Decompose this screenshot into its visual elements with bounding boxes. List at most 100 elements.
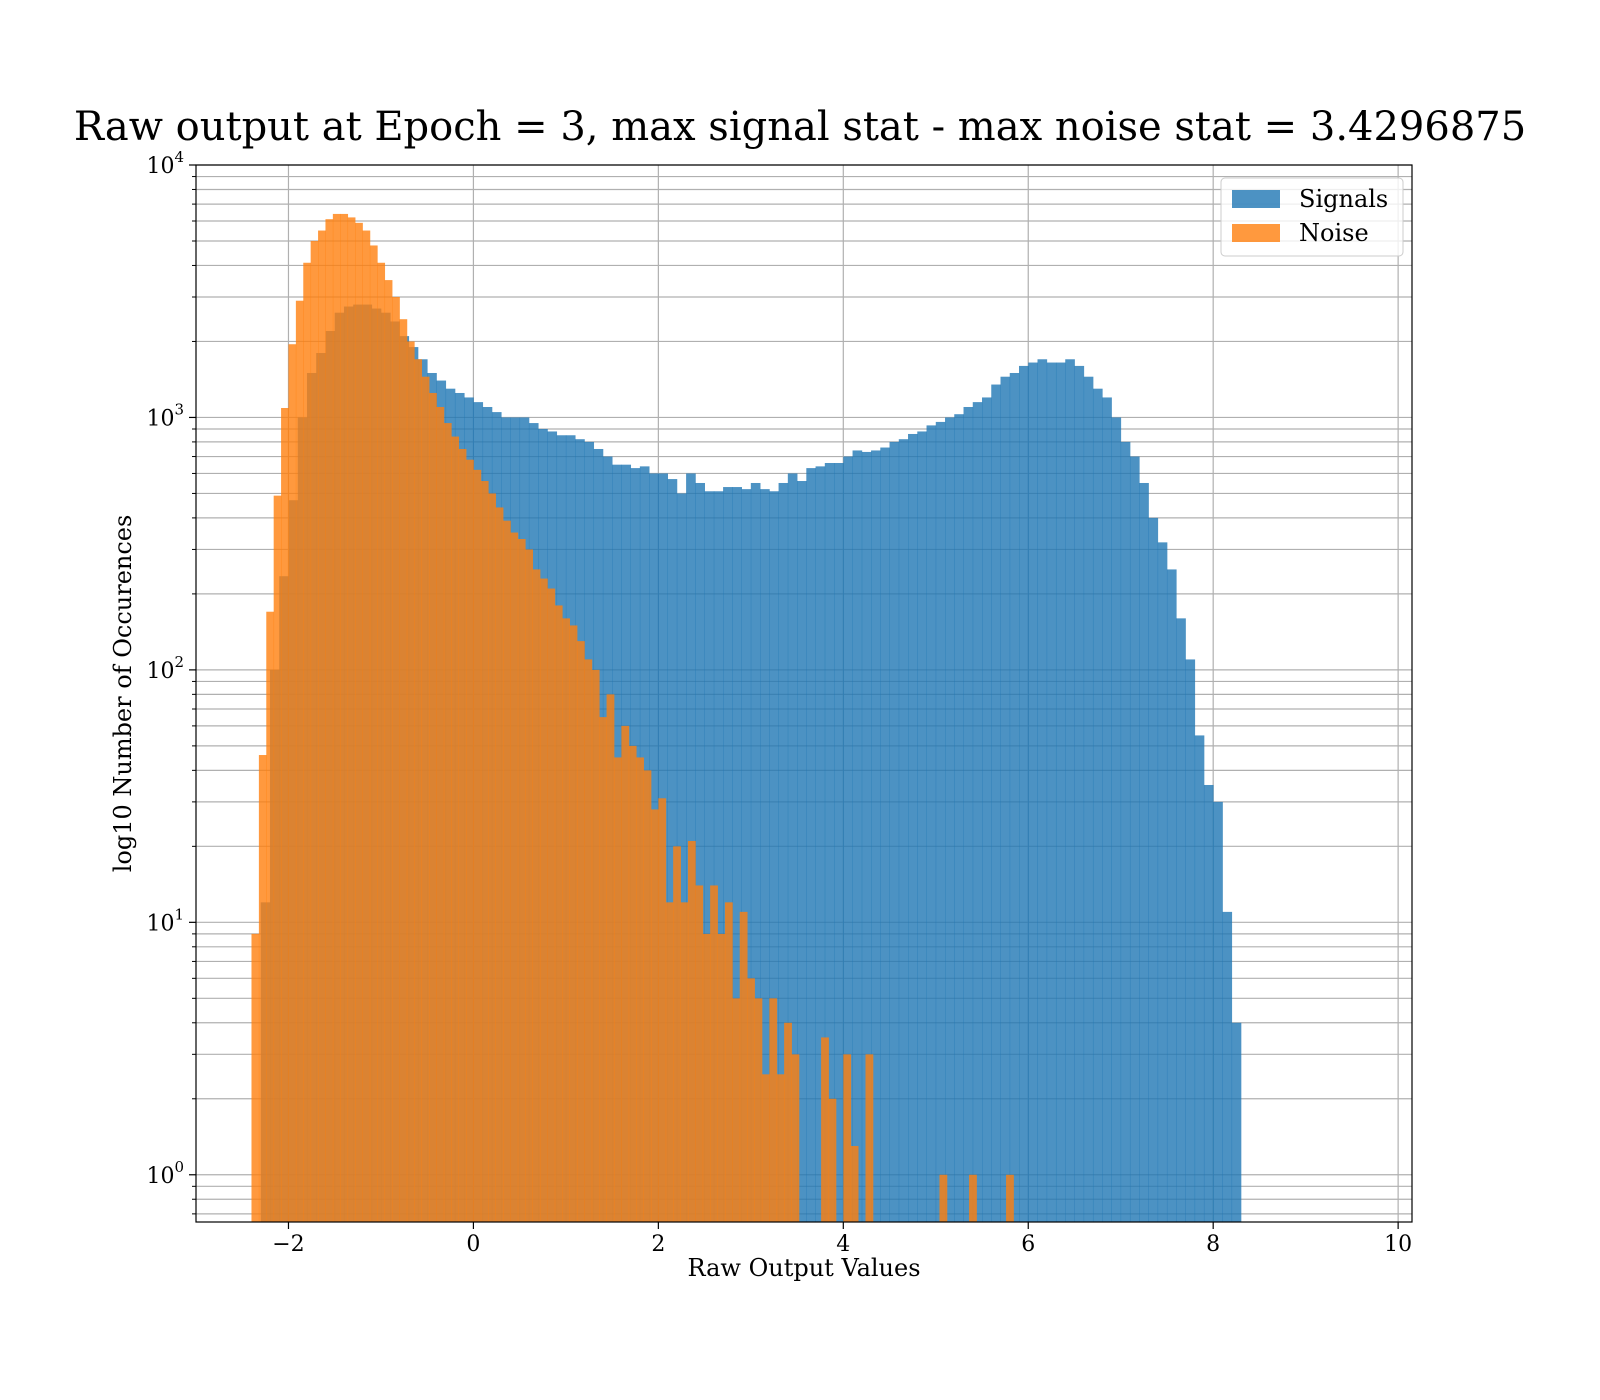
signals-bar: [732, 487, 742, 1222]
noise-bar: [554, 605, 563, 1222]
plot-area: [195, 164, 1413, 1223]
signals-bar: [741, 489, 752, 1222]
noise-bar: [369, 245, 378, 1222]
noise-bar: [739, 911, 748, 1222]
noise-bar: [503, 520, 511, 1222]
signals-bar: [824, 462, 835, 1222]
x-tick-label: 8: [1206, 1232, 1220, 1257]
noise-bar: [584, 659, 593, 1222]
noise-bar: [399, 319, 408, 1222]
noise-bar: [599, 717, 607, 1222]
noise-bar: [821, 1037, 829, 1222]
signals-bar: [954, 414, 964, 1223]
signals-bar: [1120, 441, 1131, 1222]
noise-bar: [769, 998, 778, 1222]
legend: Signals Noise: [1220, 177, 1404, 257]
y-tick-label: 104: [146, 148, 184, 179]
noise-bar: [347, 217, 356, 1222]
signals-bar: [1185, 659, 1196, 1222]
signals-bar: [1009, 372, 1020, 1222]
signals-bar: [778, 482, 789, 1222]
noise-bar: [480, 481, 489, 1222]
signals-bar: [1102, 397, 1112, 1222]
signals-bar: [991, 384, 1001, 1222]
noise-bar: [473, 469, 482, 1222]
noise-bar: [414, 359, 423, 1222]
noise-bar: [332, 213, 341, 1223]
noise-bar: [569, 625, 578, 1222]
signals-bar: [889, 441, 900, 1222]
noise-bar: [643, 770, 652, 1222]
noise-bar: [384, 280, 393, 1222]
signals-bar: [760, 489, 770, 1222]
noise-bar: [591, 669, 600, 1222]
noise-bar: [658, 798, 667, 1222]
signals-bar: [1157, 542, 1168, 1222]
signals-bar: [982, 397, 992, 1222]
signals-bar: [1074, 365, 1085, 1223]
signals-bar: [787, 473, 798, 1222]
x-tick-label: 4: [836, 1232, 850, 1257]
axes-frame: [195, 164, 1413, 1223]
noise-bar: [865, 1054, 874, 1222]
signals-bar: [1231, 1022, 1242, 1222]
noise-bar: [532, 569, 541, 1222]
noise-bar: [761, 1074, 770, 1222]
noise-bar: [747, 978, 755, 1222]
noise-bar: [362, 230, 371, 1222]
noise-bar: [251, 933, 260, 1222]
signals-bar: [1046, 362, 1057, 1223]
noise-bar: [406, 341, 415, 1222]
legend-label-signals: Signals: [1299, 185, 1388, 213]
signals-bar: [834, 462, 844, 1222]
noise-bar: [628, 745, 637, 1222]
signals-bar: [1222, 911, 1233, 1222]
signals-bar: [1028, 362, 1038, 1223]
noise-bar: [266, 611, 275, 1222]
noise-bar: [843, 1054, 852, 1222]
noise-bar: [576, 641, 585, 1222]
signals-bar: [1176, 618, 1186, 1222]
noise-bar: [732, 998, 741, 1222]
y-axis-ticks: 100 101 102 103 104: [146, 148, 196, 1215]
noise-bar: [939, 1174, 948, 1222]
x-tick-label: 10: [1384, 1232, 1412, 1257]
noise-bar: [429, 392, 437, 1222]
signals-bar: [797, 481, 807, 1222]
noise-bar: [539, 578, 548, 1222]
noise-bar: [687, 840, 696, 1222]
noise-bar: [273, 495, 282, 1222]
signals-bar: [723, 487, 733, 1222]
noise-bar: [702, 933, 711, 1222]
signals-bar: [852, 450, 863, 1222]
signals-bar: [815, 466, 826, 1222]
signals-bar: [908, 433, 918, 1222]
noise-bar: [451, 436, 460, 1222]
noise-bar: [636, 757, 644, 1222]
noise-bar: [525, 549, 533, 1222]
signals-bar: [917, 431, 927, 1223]
x-tick-label: 0: [466, 1232, 480, 1257]
noise-bar: [613, 757, 622, 1222]
noise-bars: [251, 213, 1014, 1223]
noise-bar: [288, 344, 297, 1222]
signals-bar: [1194, 735, 1205, 1222]
signals-bar: [1037, 359, 1048, 1222]
signals-bar: [880, 447, 890, 1222]
x-tick-label: −2: [272, 1232, 304, 1257]
noise-bar: [325, 219, 334, 1222]
noise-bar: [969, 1174, 977, 1222]
x-tick-label: 2: [651, 1232, 665, 1257]
x-axis-label: Raw Output Values: [687, 1254, 920, 1282]
noise-bar: [281, 407, 289, 1223]
y-axis-label: log10 Number of Occurences: [109, 515, 137, 873]
noise-bar: [466, 459, 474, 1223]
noise-bar: [295, 300, 304, 1223]
y-tick-label: 100: [146, 1158, 184, 1189]
noise-bar: [355, 222, 363, 1222]
signals-bar: [945, 417, 955, 1222]
signals-bar: [1166, 569, 1177, 1222]
noise-bar: [828, 1098, 837, 1222]
signals-bar: [1148, 517, 1159, 1222]
